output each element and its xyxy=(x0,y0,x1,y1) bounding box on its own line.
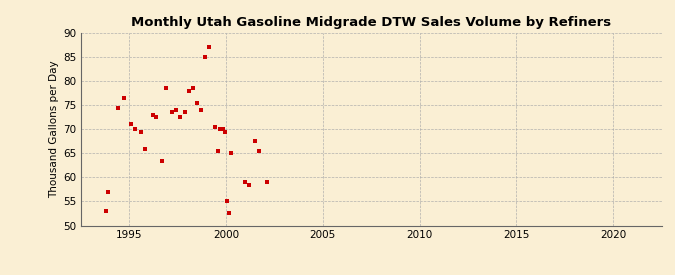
Point xyxy=(254,149,265,153)
Point xyxy=(220,130,231,134)
Point xyxy=(203,45,214,50)
Y-axis label: Thousand Gallons per Day: Thousand Gallons per Day xyxy=(49,60,59,198)
Point xyxy=(184,89,195,93)
Point xyxy=(140,146,151,151)
Point xyxy=(112,105,123,110)
Point xyxy=(213,149,224,153)
Point xyxy=(180,110,191,115)
Point xyxy=(196,108,207,112)
Point xyxy=(101,209,111,213)
Point xyxy=(199,55,210,59)
Point xyxy=(126,122,137,127)
Point xyxy=(261,180,272,184)
Point xyxy=(130,127,140,131)
Point xyxy=(223,211,234,216)
Point xyxy=(157,158,167,163)
Point xyxy=(221,199,232,204)
Point xyxy=(167,110,178,115)
Point xyxy=(218,127,229,131)
Point xyxy=(170,108,181,112)
Point xyxy=(225,151,236,156)
Point xyxy=(244,182,254,187)
Point xyxy=(136,130,146,134)
Point xyxy=(192,101,202,105)
Point xyxy=(118,96,129,100)
Point xyxy=(215,127,225,131)
Point xyxy=(209,125,220,129)
Title: Monthly Utah Gasoline Midgrade DTW Sales Volume by Refiners: Monthly Utah Gasoline Midgrade DTW Sales… xyxy=(131,16,612,29)
Point xyxy=(151,115,162,119)
Point xyxy=(161,86,171,90)
Point xyxy=(240,180,251,184)
Point xyxy=(103,190,113,194)
Point xyxy=(250,139,261,144)
Point xyxy=(174,115,185,119)
Point xyxy=(147,113,158,117)
Point xyxy=(188,86,198,90)
